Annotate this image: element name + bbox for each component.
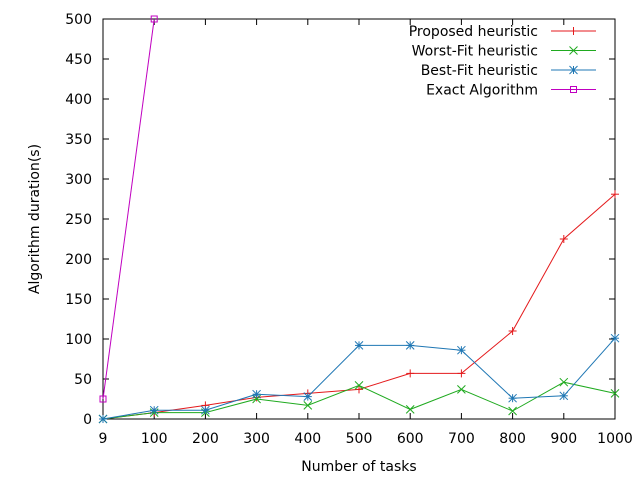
x-tick-label: 700 <box>448 431 475 447</box>
data-point <box>303 401 313 410</box>
legend: Proposed heuristic Worst-Fit heuristic Bes… <box>409 24 596 99</box>
data-point <box>149 405 159 415</box>
legend-item: Proposed heuristic <box>409 24 596 40</box>
data-point <box>354 341 364 350</box>
x-tick-label: 100 <box>141 431 168 447</box>
data-point <box>252 389 261 399</box>
data-point <box>457 345 466 355</box>
y-tick-label: 50 <box>74 372 92 388</box>
data-point <box>303 392 313 401</box>
series-exact-algorithm <box>99 15 158 403</box>
y-tick-label: 500 <box>65 12 92 28</box>
data-point <box>508 327 517 335</box>
plot-area-frame <box>102 18 616 420</box>
data-point <box>355 385 363 394</box>
series-layer <box>98 15 620 424</box>
legend-marker <box>569 46 578 55</box>
x-tick-label: 300 <box>243 431 270 447</box>
data-point <box>457 369 466 378</box>
legend-item: Best-Fit heuristic <box>421 63 596 79</box>
data-point <box>610 389 620 398</box>
legend-label: Exact Algorithm <box>426 83 538 99</box>
y-tick-label: 300 <box>65 172 92 188</box>
x-tick-label: 600 <box>397 431 424 447</box>
x-axis-ticks: 9 100 200 300 400 500 600 700 800 900 1000 <box>99 19 633 447</box>
x-tick-label: 200 <box>192 431 219 447</box>
y-axis-ticks: 0 50 100 150 200 250 300 350 400 450 500 <box>65 12 615 428</box>
legend-item: Exact Algorithm <box>426 83 596 99</box>
data-point <box>559 391 569 401</box>
data-point <box>610 333 620 343</box>
data-point <box>98 414 108 424</box>
data-point <box>559 235 568 243</box>
legend-marker <box>569 27 578 35</box>
data-point <box>405 341 415 350</box>
series-line <box>102 18 155 400</box>
legend-label: Worst-Fit heuristic <box>412 44 538 60</box>
legend-marker <box>570 86 577 93</box>
data-point <box>99 395 107 403</box>
legend-marker <box>569 65 578 75</box>
y-tick-label: 450 <box>65 52 92 68</box>
series-proposed-heuristic <box>99 190 619 423</box>
y-tick-label: 0 <box>83 412 92 428</box>
y-tick-label: 100 <box>65 332 92 348</box>
data-point <box>405 405 415 414</box>
y-tick-label: 250 <box>65 212 92 228</box>
y-tick-label: 150 <box>65 292 92 308</box>
data-point <box>508 406 517 416</box>
data-point <box>457 385 466 394</box>
x-tick-label: 400 <box>294 431 321 447</box>
data-point <box>508 393 517 403</box>
data-point <box>611 190 619 199</box>
series-best-fit-heuristic <box>98 333 620 424</box>
legend-item: Worst-Fit heuristic <box>412 44 596 60</box>
y-tick-label: 350 <box>65 132 92 148</box>
x-tick-label: 500 <box>346 431 373 447</box>
y-tick-label: 200 <box>65 252 92 268</box>
data-point <box>559 377 569 387</box>
x-tick-label: 9 <box>99 431 108 447</box>
data-point <box>406 369 415 378</box>
data-point <box>354 381 364 390</box>
legend-label: Proposed heuristic <box>409 24 538 40</box>
y-axis-label: Algorithm duration(s) <box>27 144 43 294</box>
x-tick-label: 1000 <box>597 431 633 447</box>
y-tick-label: 400 <box>65 92 92 108</box>
data-point <box>201 405 210 415</box>
data-point <box>150 15 158 23</box>
x-tick-label: 800 <box>499 431 526 447</box>
x-axis-label: Number of tasks <box>301 459 416 475</box>
series-line <box>102 337 616 420</box>
x-tick-label: 900 <box>550 431 577 447</box>
legend-label: Best-Fit heuristic <box>421 63 538 79</box>
